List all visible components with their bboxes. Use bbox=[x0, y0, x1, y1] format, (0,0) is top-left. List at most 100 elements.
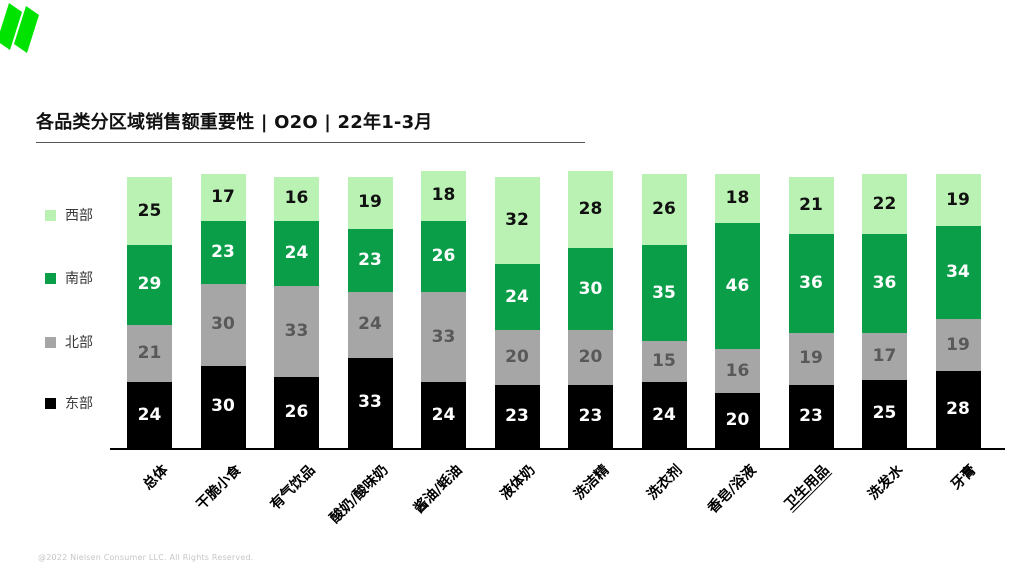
bar-segment-北部: 20 bbox=[494, 330, 540, 385]
bar-segment-北部: 33 bbox=[274, 286, 319, 377]
bar-segment-南部: 26 bbox=[421, 220, 466, 292]
category-label-牙膏: 牙膏 bbox=[948, 462, 980, 494]
legend-item-南部: 南部 bbox=[45, 269, 93, 287]
bar-value-label: 23 bbox=[799, 405, 823, 426]
bar-segment-东部: 24 bbox=[127, 382, 172, 448]
bar-卫生用品: 21 36 19 23 bbox=[788, 176, 834, 448]
bar-香皂/浴液: 18 46 16 20 bbox=[715, 174, 760, 448]
bar-value-label: 19 bbox=[946, 189, 970, 210]
bar-value-label: 26 bbox=[652, 199, 676, 220]
page-title: 各品类分区域销售额重要性 | O2O | 22年1-3月 bbox=[36, 112, 433, 133]
bar-总体: 25 29 21 24 bbox=[127, 176, 172, 448]
bar-segment-北部: 19 bbox=[935, 319, 981, 372]
category-label-有气饮品: 有气饮品 bbox=[267, 462, 318, 514]
bar-segment-南部: 29 bbox=[127, 245, 172, 325]
legend-label: 南部 bbox=[65, 271, 93, 287]
legend-swatch bbox=[45, 336, 56, 348]
bar-value-label: 25 bbox=[137, 200, 162, 221]
bar-segment-北部: 33 bbox=[421, 291, 466, 383]
bar-segment-南部: 24 bbox=[494, 264, 540, 331]
legend-item-东部: 东部 bbox=[45, 394, 93, 412]
bar-segment-南部: 36 bbox=[788, 234, 834, 333]
logo-parallelogram bbox=[0, 3, 22, 50]
legend-label: 西部 bbox=[65, 208, 93, 224]
bar-segment-北部: 19 bbox=[788, 332, 834, 385]
bar-value-label: 19 bbox=[946, 334, 970, 355]
nielsen-logo bbox=[0, 3, 39, 53]
bar-value-label: 22 bbox=[872, 193, 897, 214]
bar-value-label: 18 bbox=[725, 188, 750, 209]
bar-干脆小食: 17 23 30 30 bbox=[200, 174, 246, 448]
bar-value-label: 24 bbox=[505, 286, 529, 307]
bar-酱油/蚝油: 18 26 33 24 bbox=[421, 171, 466, 448]
bar-segment-北部: 17 bbox=[862, 332, 907, 380]
bar-value-label: 21 bbox=[137, 342, 162, 363]
bar-segment-东部: 33 bbox=[347, 357, 393, 448]
bar-segment-西部: 21 bbox=[788, 176, 834, 235]
bar-value-label: 30 bbox=[578, 278, 603, 299]
bar-segment-北部: 30 bbox=[200, 283, 246, 366]
bar-value-label: 24 bbox=[137, 404, 162, 425]
logo-parallelogram bbox=[14, 6, 39, 53]
bar-value-label: 28 bbox=[946, 399, 970, 420]
bar-洗发水: 22 36 17 25 bbox=[862, 174, 907, 448]
bar-segment-东部: 23 bbox=[568, 384, 613, 448]
bar-value-label: 21 bbox=[799, 195, 823, 216]
bar-segment-南部: 35 bbox=[641, 245, 687, 342]
bar-segment-西部: 22 bbox=[862, 174, 907, 235]
bar-segment-南部: 34 bbox=[935, 226, 981, 320]
category-label-洗发水: 洗发水 bbox=[864, 462, 906, 504]
title-underline bbox=[36, 142, 585, 143]
bar-有气饮品: 16 24 33 26 bbox=[274, 176, 319, 448]
bar-value-label: 28 bbox=[578, 199, 603, 220]
bar-value-label: 20 bbox=[578, 347, 603, 368]
bar-value-label: 24 bbox=[431, 404, 456, 425]
legend-item-西部: 西部 bbox=[45, 206, 93, 224]
bar-value-label: 23 bbox=[211, 241, 235, 262]
legend-swatch bbox=[45, 209, 56, 221]
bar-value-label: 23 bbox=[578, 405, 603, 426]
bar-segment-南部: 36 bbox=[862, 234, 907, 333]
bar-液体奶: 32 24 20 23 bbox=[494, 176, 540, 448]
legend-swatch bbox=[45, 397, 56, 409]
bar-value-label: 33 bbox=[284, 321, 309, 342]
bar-value-label: 25 bbox=[872, 403, 897, 424]
bar-segment-南部: 23 bbox=[347, 228, 393, 292]
bar-segment-北部: 21 bbox=[127, 324, 172, 383]
bar-segment-西部: 19 bbox=[935, 174, 981, 227]
category-label-洗衣剂: 洗衣剂 bbox=[644, 462, 686, 504]
bar-segment-东部: 23 bbox=[788, 384, 834, 448]
bar-value-label: 35 bbox=[652, 282, 676, 303]
bar-segment-西部: 16 bbox=[274, 176, 319, 221]
bar-segment-西部: 18 bbox=[715, 174, 760, 224]
bar-value-label: 15 bbox=[652, 351, 676, 372]
bar-value-label: 24 bbox=[358, 314, 382, 335]
bar-value-label: 32 bbox=[505, 210, 529, 231]
bar-segment-东部: 24 bbox=[421, 382, 466, 448]
bar-segment-北部: 16 bbox=[715, 349, 760, 394]
bar-segment-南部: 24 bbox=[274, 220, 319, 287]
bar-value-label: 46 bbox=[725, 275, 750, 296]
bar-value-label: 23 bbox=[505, 405, 529, 426]
bar-segment-东部: 25 bbox=[862, 379, 907, 448]
bar-segment-东部: 30 bbox=[200, 365, 246, 448]
bar-value-label: 29 bbox=[137, 274, 162, 295]
category-label-酸奶/酸味奶: 酸奶/酸味奶 bbox=[326, 462, 392, 527]
legend-item-北部: 北部 bbox=[45, 333, 93, 351]
bar-value-label: 24 bbox=[652, 404, 676, 425]
bar-value-label: 33 bbox=[431, 326, 456, 347]
legend-label: 北部 bbox=[65, 335, 93, 351]
bar-value-label: 23 bbox=[358, 249, 382, 270]
bar-segment-西部: 18 bbox=[421, 171, 466, 221]
bar-segment-西部: 25 bbox=[127, 176, 172, 246]
bar-segment-南部: 30 bbox=[568, 248, 613, 331]
bar-segment-北部: 20 bbox=[568, 330, 613, 385]
bar-value-label: 33 bbox=[358, 392, 382, 413]
chart-plot-area: 25 29 21 24 17 23 30 30 16 24 33 26 19 23 24 33 18 26 33 24… bbox=[110, 171, 1005, 448]
category-label-液体奶: 液体奶 bbox=[497, 462, 539, 504]
bar-value-label: 36 bbox=[799, 273, 823, 294]
bar-segment-北部: 24 bbox=[347, 291, 393, 358]
category-label-总体: 总体 bbox=[139, 462, 171, 494]
bar-value-label: 20 bbox=[725, 410, 750, 431]
category-label-卫生用品: 卫生用品 bbox=[781, 462, 833, 514]
